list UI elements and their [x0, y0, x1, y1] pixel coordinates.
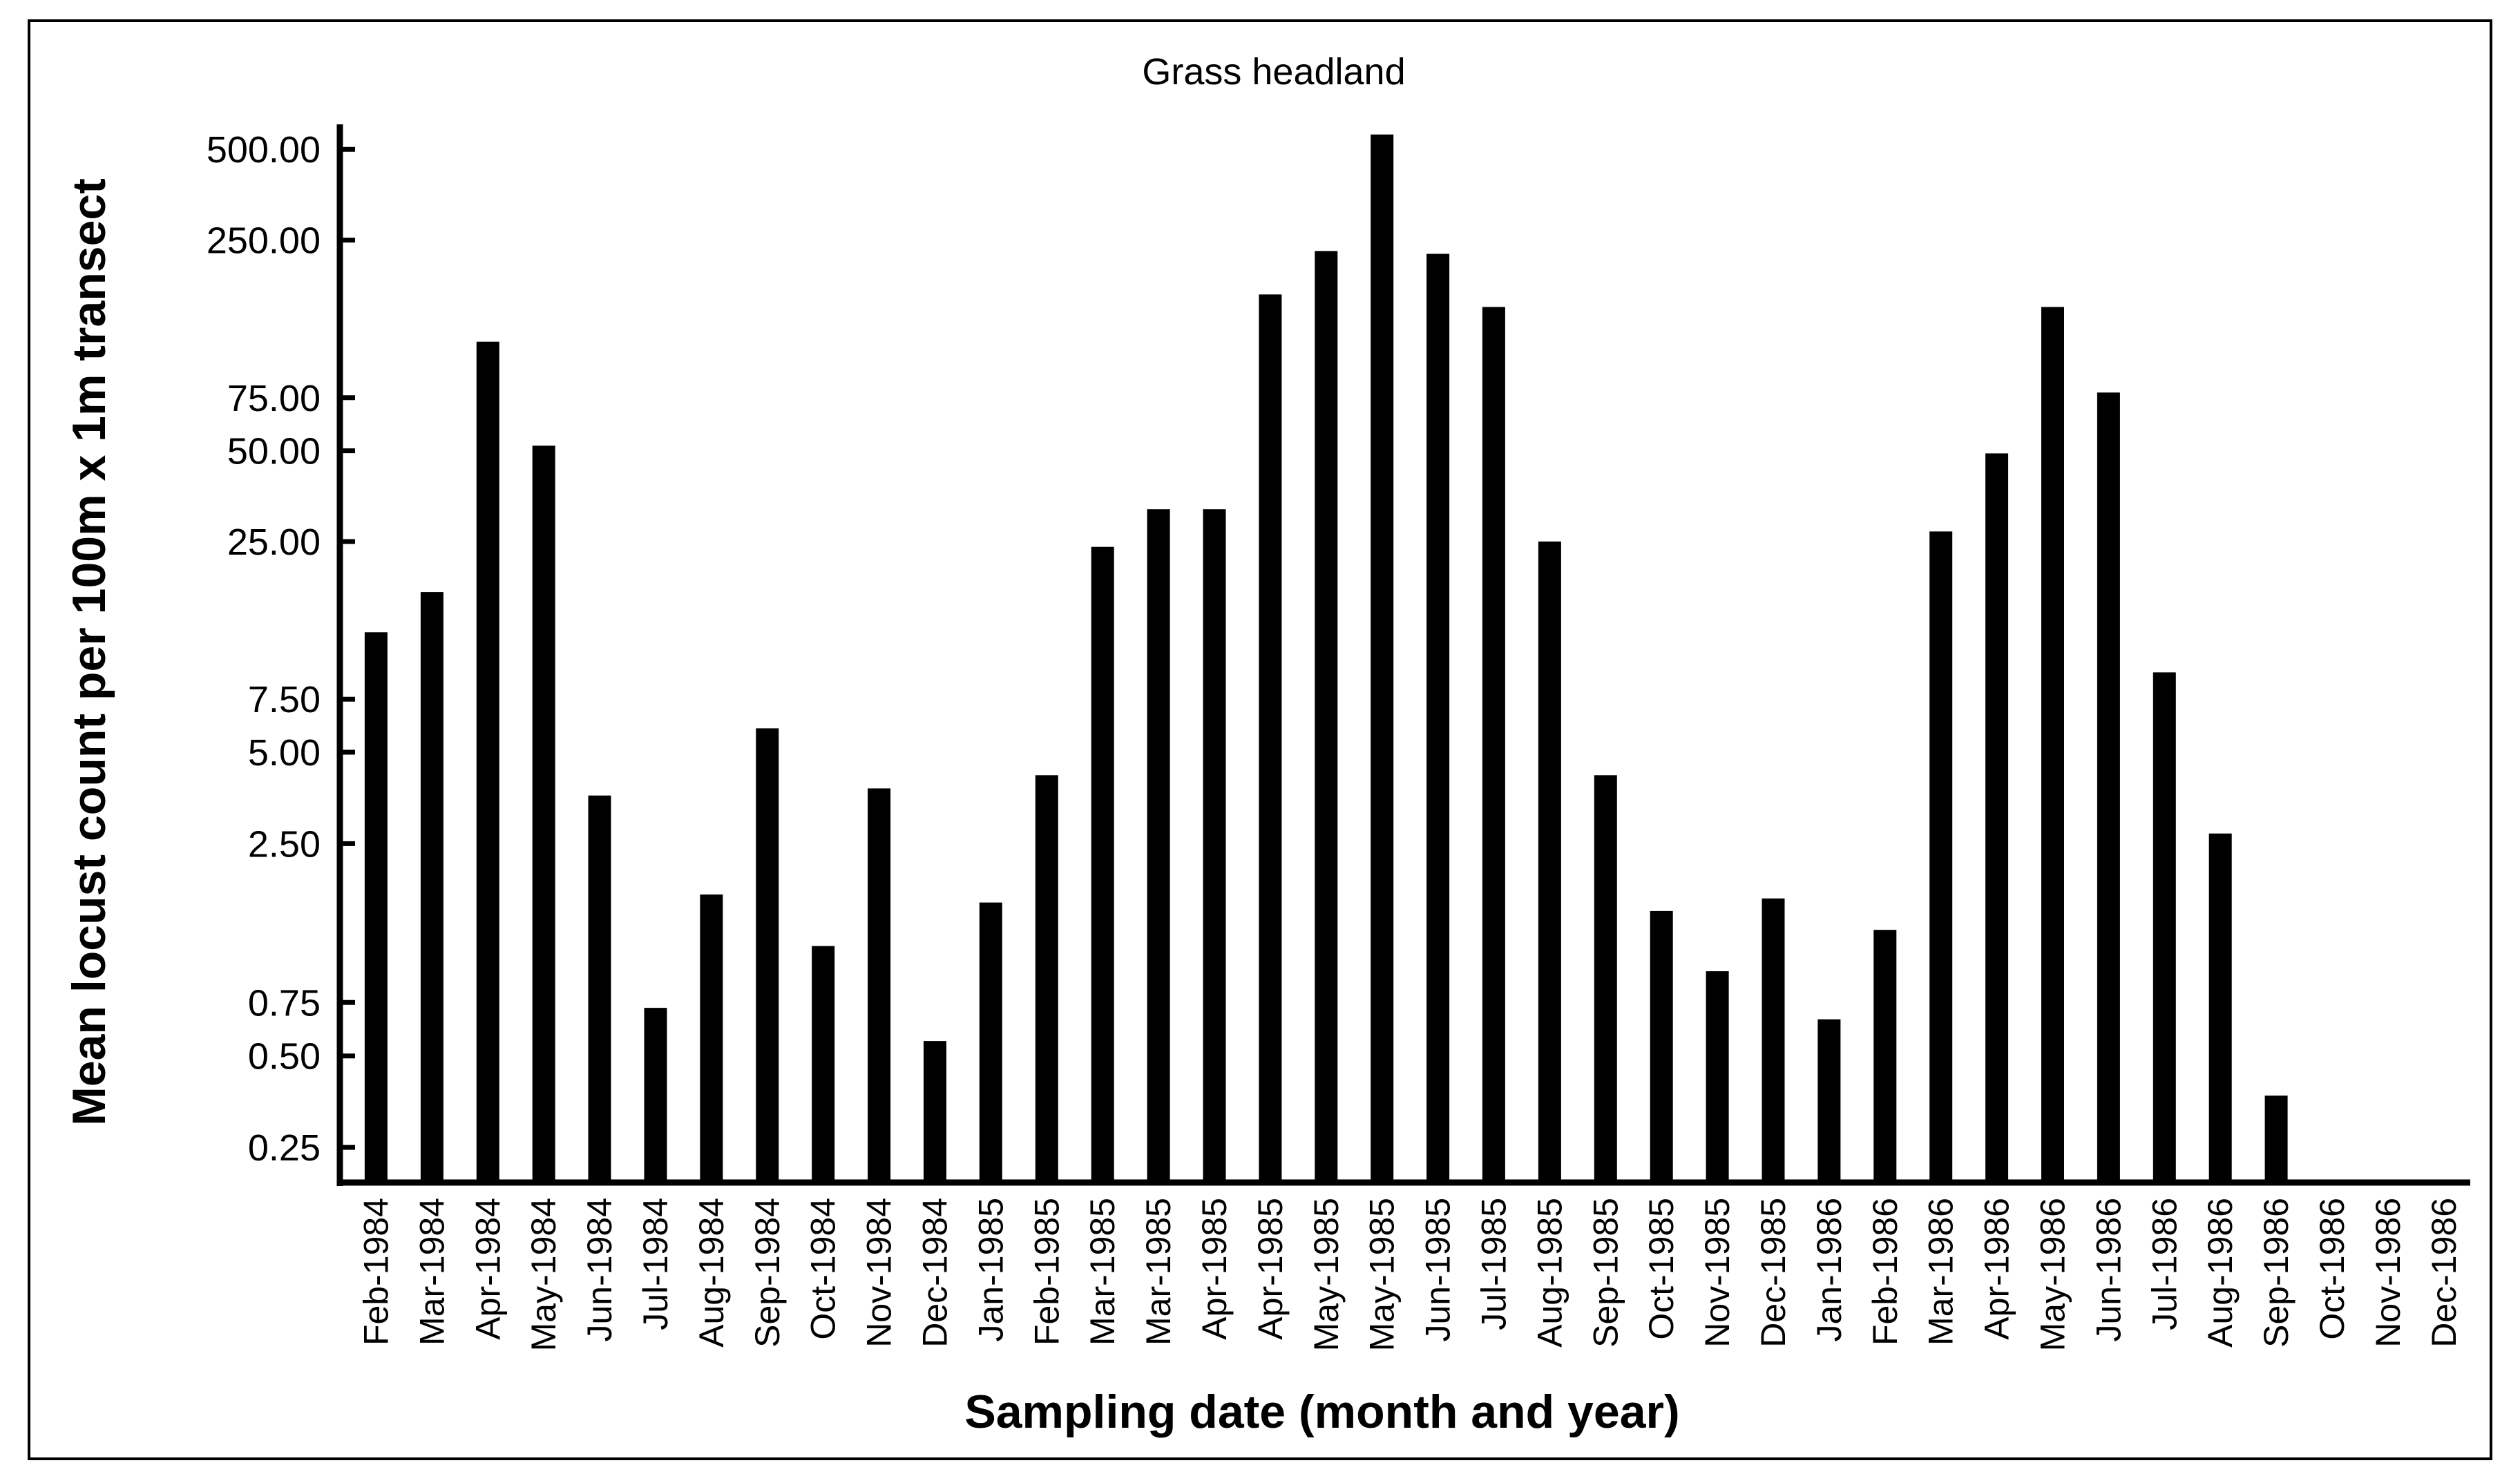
bar-jun-1986: [2097, 392, 2120, 1183]
x-tick-label: Apr-1986: [1978, 1198, 2016, 1340]
x-tick-label: Dec-1986: [2425, 1198, 2463, 1348]
bar-dec-1984: [924, 1041, 946, 1183]
bar-sep-1986: [2264, 1095, 2288, 1183]
y-tick-label: 0.25: [248, 1127, 321, 1169]
y-tick-label: 75.00: [227, 378, 321, 419]
x-tick-label: Aug-1986: [2201, 1198, 2240, 1348]
x-tick-label: Mar-1985: [1083, 1198, 1122, 1346]
x-tick-label: Jun-1985: [1419, 1198, 1458, 1342]
bar-aug-1984: [700, 894, 723, 1183]
bar-may-1985: [1371, 134, 1394, 1183]
bar-jul-1985: [1482, 307, 1505, 1183]
bar-jun-1985: [1426, 253, 1450, 1183]
x-tick-label: Oct-1985: [1642, 1198, 1681, 1340]
x-tick-label: Aug-1984: [692, 1198, 731, 1348]
x-tick-label: Feb-1986: [1866, 1198, 1905, 1346]
x-tick-label: Mar-1986: [1922, 1198, 1960, 1346]
x-tick-label: Oct-1986: [2313, 1198, 2351, 1340]
x-tick-label: Feb-1984: [357, 1198, 396, 1346]
bar-jul-1986: [2152, 672, 2176, 1183]
x-tick-label: Aug-1985: [1530, 1198, 1569, 1348]
bar-mar-1984: [420, 592, 443, 1183]
x-tick-label: Jun-1984: [580, 1198, 619, 1342]
bar-apr-1986: [1985, 453, 2009, 1183]
chart-frame: Grass headland 500.00 250.00 75.00 50.00 25.…: [28, 19, 2492, 1460]
x-tick-label: Sep-1984: [748, 1198, 787, 1348]
bar-nov-1984: [868, 788, 891, 1183]
bar-jan-1986: [1817, 1019, 1841, 1183]
bar-sep-1985: [1594, 775, 1617, 1183]
x-axis-title: Sampling date (month and year): [964, 1386, 1679, 1438]
y-tick-label: 5.00: [248, 732, 321, 774]
x-tick-label: Sep-1986: [2257, 1198, 2295, 1348]
x-tick-label: May-1986: [2034, 1198, 2072, 1351]
bar-apr-1984: [476, 341, 499, 1183]
bar-feb-1986: [1873, 930, 1897, 1183]
bar-apr-1985: [1203, 509, 1226, 1183]
bar-apr-1985: [1259, 294, 1282, 1183]
bar-dec-1985: [1762, 898, 1785, 1183]
y-tick-label: 250.00: [207, 220, 321, 262]
x-tick-label: Nov-1986: [2369, 1198, 2407, 1348]
x-tick-label: Nov-1985: [1698, 1198, 1737, 1348]
y-tick-label: 50.00: [227, 431, 321, 472]
bar-aug-1986: [2208, 833, 2232, 1183]
x-tick-label: Apr-1985: [1251, 1198, 1290, 1340]
x-tick-label: May-1985: [1307, 1198, 1346, 1351]
x-tick-label: Feb-1985: [1027, 1198, 1066, 1346]
x-tick-label: Jun-1986: [2089, 1198, 2128, 1342]
x-tick-label: Mar-1984: [412, 1198, 451, 1346]
x-tick-label: Apr-1984: [468, 1198, 507, 1340]
bars-layer: [364, 134, 2288, 1183]
x-tick-label: Dec-1985: [1754, 1198, 1793, 1348]
bar-feb-1984: [364, 632, 388, 1183]
y-tick-label: 7.50: [248, 679, 321, 720]
x-tick-label: Mar-1985: [1139, 1198, 1178, 1346]
bar-oct-1984: [812, 946, 835, 1183]
bar-aug-1985: [1538, 542, 1561, 1183]
bar-jun-1984: [588, 795, 611, 1183]
x-tick-label: Jul-1984: [636, 1198, 675, 1330]
y-tick-label: 25.00: [227, 522, 321, 563]
bar-chart: Grass headland 500.00 250.00 75.00 50.00 25.…: [63, 51, 2470, 1438]
y-tick-label: 0.75: [248, 982, 321, 1024]
bar-feb-1985: [1035, 775, 1058, 1183]
x-tick-label: May-1984: [524, 1198, 563, 1351]
x-labels-layer: Feb-1984 Mar-1984 Apr-1984 May-1984 Jun-1984…: [357, 1198, 2463, 1351]
x-tick-label: May-1985: [1363, 1198, 1402, 1351]
bar-mar-1985: [1147, 509, 1170, 1183]
x-tick-label: Jan-1986: [1810, 1198, 1849, 1342]
x-tick-label: Dec-1984: [916, 1198, 955, 1348]
x-tick-label: Jan-1985: [971, 1198, 1010, 1342]
bar-oct-1985: [1650, 910, 1673, 1183]
bar-mar-1986: [1929, 531, 1953, 1183]
bar-jan-1985: [979, 902, 1002, 1183]
x-tick-label: Sep-1985: [1586, 1198, 1625, 1348]
bar-sep-1984: [756, 728, 779, 1183]
y-axis-title: Mean locust count per 100m x 1m transect: [63, 178, 115, 1126]
x-tick-label: Apr-1985: [1195, 1198, 1234, 1340]
y-tick-label: 500.00: [207, 129, 321, 171]
x-tick-label: Nov-1984: [860, 1198, 899, 1348]
x-tick-label: Oct-1984: [804, 1198, 843, 1340]
y-tick-label: 0.50: [248, 1036, 321, 1078]
bar-nov-1985: [1706, 971, 1729, 1183]
bar-may-1986: [2041, 307, 2064, 1183]
bar-may-1985: [1315, 251, 1338, 1183]
bar-jul-1984: [644, 1008, 667, 1183]
y-tick-label: 2.50: [248, 823, 321, 865]
bar-may-1984: [532, 446, 555, 1183]
x-tick-label: Jul-1985: [1474, 1198, 1513, 1330]
chart-title: Grass headland: [1142, 51, 1405, 93]
y-ticks-layer: 500.00 250.00 75.00 50.00 25.00 7.50 5.00 2.50 0…: [207, 129, 355, 1169]
bar-mar-1985: [1091, 546, 1114, 1183]
x-tick-label: Jul-1986: [2145, 1198, 2184, 1330]
